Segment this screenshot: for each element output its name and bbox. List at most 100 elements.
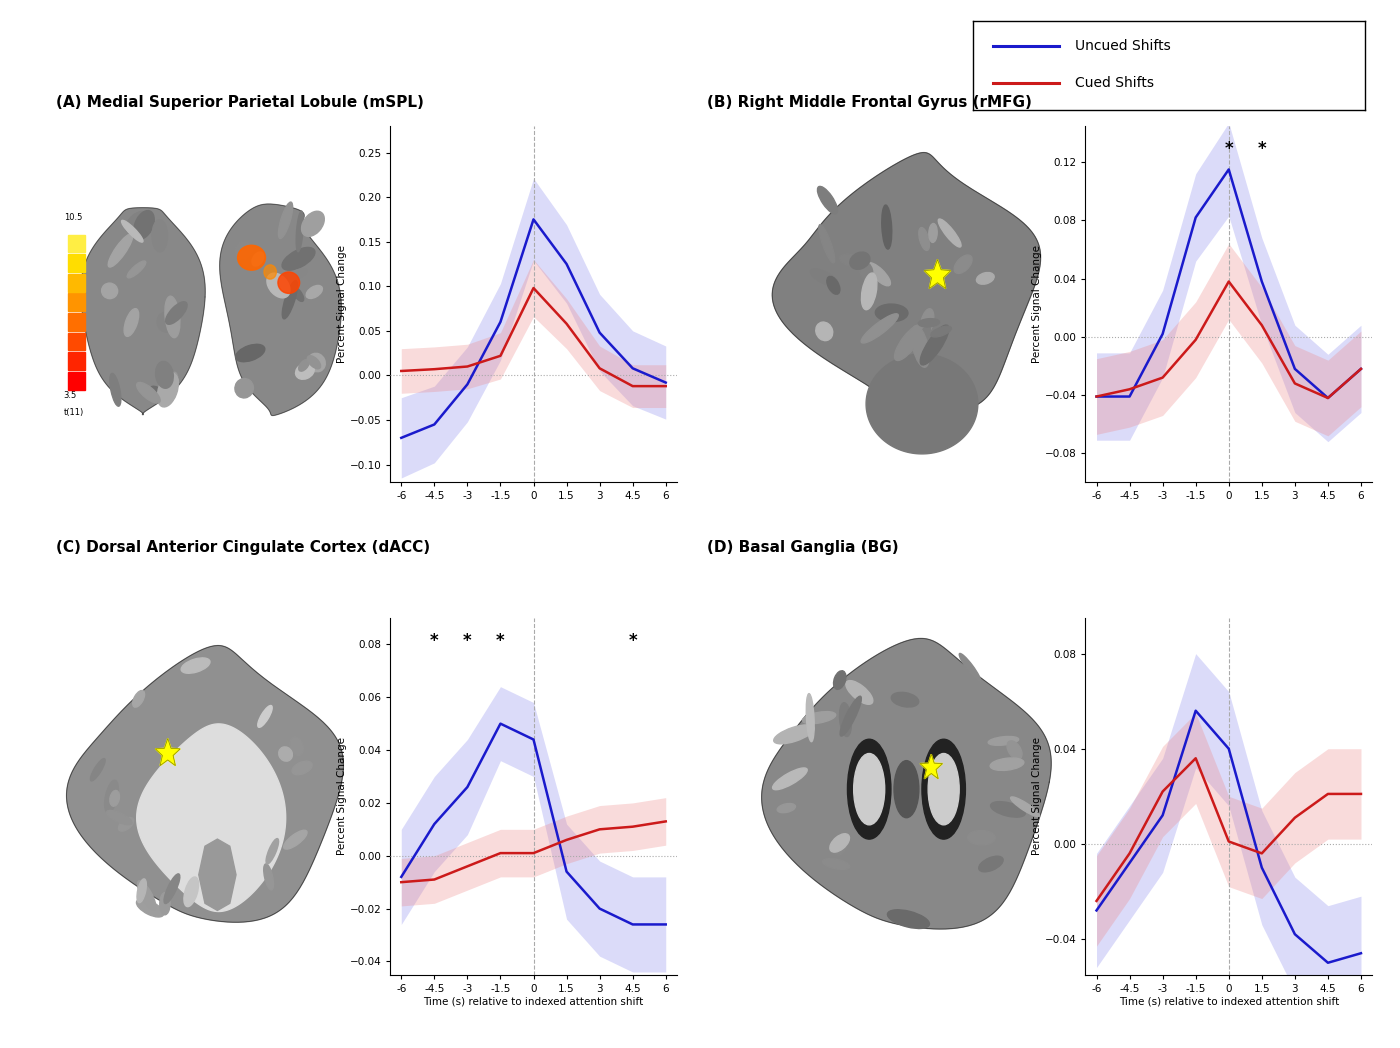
Polygon shape — [762, 638, 1051, 929]
Y-axis label: Percent Signal Change: Percent Signal Change — [336, 245, 347, 363]
Bar — [69, 274, 85, 291]
Ellipse shape — [267, 274, 290, 298]
Text: (A) Medial Superior Parietal Lobule (mSPL): (A) Medial Superior Parietal Lobule (mSP… — [56, 95, 424, 110]
Ellipse shape — [840, 696, 861, 736]
Ellipse shape — [916, 327, 931, 344]
Ellipse shape — [164, 874, 179, 903]
Polygon shape — [920, 755, 942, 779]
Ellipse shape — [938, 219, 960, 247]
Polygon shape — [81, 208, 206, 415]
X-axis label: Time (s) relative to indexed attention shift: Time (s) relative to indexed attention s… — [423, 997, 644, 1006]
Ellipse shape — [308, 355, 321, 369]
Ellipse shape — [298, 359, 309, 371]
Ellipse shape — [911, 326, 930, 367]
Bar — [69, 293, 85, 311]
Ellipse shape — [164, 372, 178, 405]
Ellipse shape — [931, 326, 952, 337]
Ellipse shape — [281, 247, 315, 270]
Polygon shape — [67, 646, 343, 922]
Bar — [69, 235, 85, 253]
Ellipse shape — [155, 362, 174, 388]
Y-axis label: Percent Signal Change: Percent Signal Change — [336, 738, 347, 855]
Ellipse shape — [806, 694, 815, 742]
Ellipse shape — [928, 223, 937, 242]
Polygon shape — [924, 260, 951, 288]
Ellipse shape — [892, 693, 918, 707]
Ellipse shape — [923, 739, 966, 839]
Text: *: * — [463, 632, 472, 650]
Ellipse shape — [293, 287, 304, 302]
Ellipse shape — [875, 304, 909, 322]
Ellipse shape — [238, 245, 266, 270]
Ellipse shape — [167, 372, 178, 385]
Ellipse shape — [109, 790, 119, 806]
Ellipse shape — [773, 768, 808, 790]
Bar — [69, 313, 85, 331]
Ellipse shape — [183, 877, 199, 907]
Ellipse shape — [265, 265, 276, 279]
Ellipse shape — [868, 263, 890, 286]
Ellipse shape — [888, 910, 930, 929]
Ellipse shape — [822, 858, 850, 870]
Ellipse shape — [119, 817, 134, 831]
Ellipse shape — [882, 205, 892, 249]
Ellipse shape — [258, 705, 272, 727]
Ellipse shape — [918, 319, 939, 327]
Ellipse shape — [861, 274, 876, 310]
Ellipse shape — [830, 834, 850, 852]
Y-axis label: Percent Signal Change: Percent Signal Change — [1032, 245, 1042, 363]
Polygon shape — [137, 724, 286, 912]
Ellipse shape — [137, 880, 155, 910]
Ellipse shape — [819, 224, 834, 263]
Ellipse shape — [127, 261, 146, 278]
Ellipse shape — [283, 281, 297, 319]
Text: Cued Shifts: Cued Shifts — [1075, 77, 1154, 90]
Ellipse shape — [307, 285, 322, 299]
Ellipse shape — [288, 268, 307, 279]
Ellipse shape — [235, 241, 252, 260]
Ellipse shape — [109, 373, 120, 407]
Ellipse shape — [102, 283, 118, 299]
Ellipse shape — [979, 856, 1004, 872]
Ellipse shape — [850, 253, 869, 269]
Ellipse shape — [1011, 796, 1040, 816]
Ellipse shape — [279, 272, 300, 293]
Ellipse shape — [895, 325, 923, 361]
Ellipse shape — [150, 387, 168, 400]
Text: (D) Basal Ganglia (BG): (D) Basal Ganglia (BG) — [707, 541, 899, 555]
Bar — [69, 255, 85, 272]
Ellipse shape — [134, 211, 154, 239]
X-axis label: Time (s) relative to indexed attention shift: Time (s) relative to indexed attention s… — [1119, 997, 1338, 1006]
Ellipse shape — [108, 234, 133, 267]
Ellipse shape — [137, 383, 160, 403]
Ellipse shape — [811, 269, 837, 286]
Ellipse shape — [840, 255, 869, 268]
Ellipse shape — [295, 363, 315, 379]
Ellipse shape — [263, 864, 273, 890]
Ellipse shape — [297, 211, 304, 252]
Ellipse shape — [157, 312, 175, 332]
Ellipse shape — [105, 781, 118, 812]
Ellipse shape — [126, 212, 148, 234]
Ellipse shape — [252, 253, 263, 266]
Ellipse shape — [293, 761, 312, 774]
Ellipse shape — [125, 308, 139, 336]
Ellipse shape — [235, 345, 265, 362]
Ellipse shape — [106, 810, 132, 825]
Ellipse shape — [290, 737, 304, 756]
Ellipse shape — [955, 255, 972, 274]
Bar — [69, 372, 85, 390]
Ellipse shape — [153, 220, 168, 252]
Ellipse shape — [308, 353, 325, 372]
Ellipse shape — [181, 658, 210, 673]
Polygon shape — [155, 739, 181, 766]
Ellipse shape — [1007, 741, 1022, 759]
Ellipse shape — [165, 297, 181, 337]
Ellipse shape — [854, 754, 885, 825]
Ellipse shape — [847, 739, 890, 839]
Ellipse shape — [818, 187, 837, 214]
Ellipse shape — [976, 272, 994, 284]
Polygon shape — [773, 153, 1040, 412]
Y-axis label: Percent Signal Change: Percent Signal Change — [1032, 738, 1042, 855]
Ellipse shape — [301, 212, 325, 237]
